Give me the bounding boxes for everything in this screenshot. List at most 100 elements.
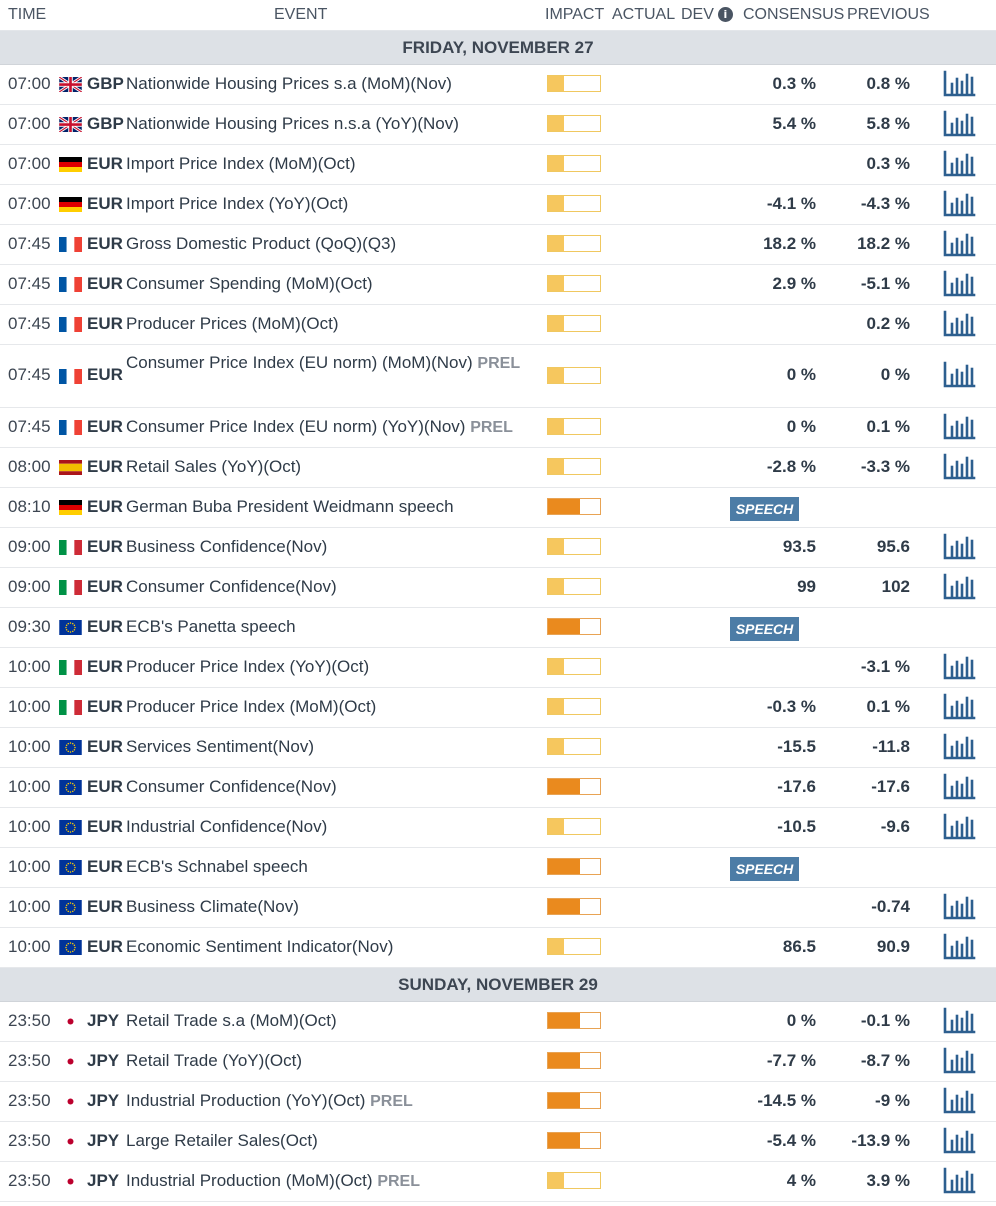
bar-chart-icon[interactable] <box>942 653 976 681</box>
event-row[interactable]: 07:45 EUR Gross Domestic Product (QoQ)(Q3)… <box>0 225 996 265</box>
bar-chart-icon[interactable] <box>942 573 976 601</box>
event-name[interactable]: Consumer Price Index (EU norm) (YoY)(Nov… <box>126 417 513 437</box>
bar-chart-icon[interactable] <box>942 110 976 138</box>
event-name[interactable]: ECB's Panetta speech <box>126 617 296 637</box>
event-name[interactable]: Nationwide Housing Prices s.a (MoM)(Nov) <box>126 74 452 94</box>
column-actual: ACTUAL <box>612 6 676 23</box>
eu-flag <box>59 620 82 635</box>
event-row[interactable]: 23:50 JPY Retail Trade s.a (MoM)(Oct) 0 % -0… <box>0 1002 996 1042</box>
event-name[interactable]: Producer Prices (MoM)(Oct) <box>126 314 339 334</box>
event-row[interactable]: 07:45 EUR Consumer Spending (MoM)(Oct) 2.9 … <box>0 265 996 305</box>
bar-chart-icon[interactable] <box>942 270 976 298</box>
bar-chart-icon[interactable] <box>942 70 976 98</box>
bar-chart-icon[interactable] <box>942 150 976 178</box>
event-name[interactable]: Consumer Confidence(Nov) <box>126 777 337 797</box>
event-row[interactable]: 23:50 JPY Large Retailer Sales(Oct) -5.4 % -… <box>0 1122 996 1162</box>
consensus-value: 0.3 % <box>772 74 816 93</box>
event-time: 09:30 <box>8 617 51 636</box>
event-name[interactable]: Large Retailer Sales(Oct) <box>126 1131 318 1151</box>
event-time: 07:00 <box>8 74 51 93</box>
bar-chart-icon[interactable] <box>942 933 976 961</box>
event-row[interactable]: 23:50 JPY Industrial Production (MoM)(Oct)… <box>0 1162 996 1202</box>
speech-badge[interactable]: SPEECH <box>730 617 799 641</box>
event-row[interactable]: 09:00 EUR Business Confidence(Nov) 93.5 95.6 <box>0 528 996 568</box>
event-row[interactable]: 10:00 EUR Producer Price Index (MoM)(Oct) -… <box>0 688 996 728</box>
bar-chart-icon[interactable] <box>942 893 976 921</box>
event-row[interactable]: 09:00 EUR Consumer Confidence(Nov) 99 102 <box>0 568 996 608</box>
event-row[interactable]: 09:30 EUR ECB's Panetta speech SPEECH <box>0 608 996 648</box>
event-row[interactable]: 10:00 EUR Business Climate(Nov) -0.74 <box>0 888 996 928</box>
event-name[interactable]: German Buba President Weidmann speech <box>126 497 454 517</box>
bar-chart-icon[interactable] <box>942 1127 976 1155</box>
event-row[interactable]: 23:50 JPY Retail Trade (YoY)(Oct) -7.7 % -8.… <box>0 1042 996 1082</box>
bar-chart-icon[interactable] <box>942 733 976 761</box>
event-row[interactable]: 07:00 EUR Import Price Index (YoY)(Oct) -4.… <box>0 185 996 225</box>
speech-badge[interactable]: SPEECH <box>730 497 799 521</box>
bar-chart-icon[interactable] <box>942 1087 976 1115</box>
event-name[interactable]: Business Confidence(Nov) <box>126 537 327 557</box>
impact-indicator <box>547 418 601 435</box>
previous-value: -0.1 % <box>860 1011 910 1030</box>
event-name[interactable]: Producer Price Index (YoY)(Oct) <box>126 657 369 677</box>
info-icon[interactable]: i <box>717 7 733 22</box>
bar-chart-icon[interactable] <box>942 230 976 258</box>
bar-chart-icon[interactable] <box>942 813 976 841</box>
event-name[interactable]: Economic Sentiment Indicator(Nov) <box>126 937 393 957</box>
bar-chart-icon[interactable] <box>942 773 976 801</box>
bar-chart-icon[interactable] <box>942 1007 976 1035</box>
event-name[interactable]: Retail Trade (YoY)(Oct) <box>126 1051 302 1071</box>
event-name[interactable]: Nationwide Housing Prices n.s.a (YoY)(No… <box>126 114 459 134</box>
event-row[interactable]: 08:00 EUR Retail Sales (YoY)(Oct) -2.8 % -3.… <box>0 448 996 488</box>
event-row[interactable]: 07:45 EUR Consumer Price Index (EU norm) (… <box>0 408 996 448</box>
previous-value: -9 % <box>875 1091 910 1110</box>
jp-flag <box>59 1134 82 1149</box>
bar-chart-icon[interactable] <box>942 310 976 338</box>
event-row[interactable]: 07:00 GBP Nationwide Housing Prices s.a (M… <box>0 65 996 105</box>
bar-chart-icon[interactable] <box>942 361 976 389</box>
bar-chart-icon[interactable] <box>942 453 976 481</box>
event-row[interactable]: 23:50 JPY Industrial Production (YoY)(Oct)… <box>0 1082 996 1122</box>
event-name[interactable]: Consumer Price Index (EU norm) (MoM)(Nov… <box>126 353 520 373</box>
bar-chart-icon[interactable] <box>942 190 976 218</box>
event-name[interactable]: Business Climate(Nov) <box>126 897 299 917</box>
previous-value: 90.9 <box>876 937 910 956</box>
event-row[interactable]: 08:10 EUR German Buba President Weidmann s… <box>0 488 996 528</box>
jp-flag <box>59 1054 82 1069</box>
event-name[interactable]: Import Price Index (MoM)(Oct) <box>126 154 356 174</box>
event-name[interactable]: Consumer Spending (MoM)(Oct) <box>126 274 373 294</box>
consensus-value: 0 % <box>786 417 816 436</box>
event-row[interactable]: 10:00 EUR Services Sentiment(Nov) -15.5 -11.… <box>0 728 996 768</box>
event-row[interactable]: 10:00 EUR Consumer Confidence(Nov) -17.6 -17… <box>0 768 996 808</box>
bar-chart-icon[interactable] <box>942 1047 976 1075</box>
bar-chart-icon[interactable] <box>942 533 976 561</box>
bar-chart-icon[interactable] <box>942 1167 976 1195</box>
event-row[interactable]: 10:00 EUR Producer Price Index (YoY)(Oct) -… <box>0 648 996 688</box>
event-row[interactable]: 07:00 EUR Import Price Index (MoM)(Oct) 0.3… <box>0 145 996 185</box>
event-row[interactable]: 07:00 GBP Nationwide Housing Prices n.s.a … <box>0 105 996 145</box>
event-name[interactable]: ECB's Schnabel speech <box>126 857 308 877</box>
event-currency: EUR <box>87 537 123 556</box>
event-row[interactable]: 10:00 EUR Economic Sentiment Indicator(Nov… <box>0 928 996 968</box>
event-time: 10:00 <box>8 777 51 796</box>
event-name[interactable]: Gross Domestic Product (QoQ)(Q3) <box>126 234 396 254</box>
event-row[interactable]: 10:00 EUR Industrial Confidence(Nov) -10.5 -… <box>0 808 996 848</box>
speech-badge[interactable]: SPEECH <box>730 857 799 881</box>
event-row[interactable]: 10:00 EUR ECB's Schnabel speech SPEECH <box>0 848 996 888</box>
event-row[interactable]: 07:45 EUR Consumer Price Index (EU norm) (… <box>0 345 996 408</box>
event-name[interactable]: Producer Price Index (MoM)(Oct) <box>126 697 376 717</box>
event-name[interactable]: Import Price Index (YoY)(Oct) <box>126 194 348 214</box>
bar-chart-icon[interactable] <box>942 413 976 441</box>
event-name[interactable]: Services Sentiment(Nov) <box>126 737 314 757</box>
bar-chart-icon[interactable] <box>942 693 976 721</box>
consensus-value: -0.3 % <box>766 697 816 716</box>
impact-indicator <box>547 898 601 915</box>
event-row[interactable]: 07:45 EUR Producer Prices (MoM)(Oct) 0.2 % <box>0 305 996 345</box>
event-time: 07:45 <box>8 274 51 293</box>
event-name[interactable]: Industrial Production (YoY)(Oct) PREL <box>126 1091 413 1111</box>
event-name[interactable]: Industrial Production (MoM)(Oct) PREL <box>126 1171 420 1191</box>
event-name[interactable]: Retail Sales (YoY)(Oct) <box>126 457 301 477</box>
event-name[interactable]: Industrial Confidence(Nov) <box>126 817 327 837</box>
de-flag <box>59 197 82 212</box>
event-name[interactable]: Retail Trade s.a (MoM)(Oct) <box>126 1011 337 1031</box>
event-name[interactable]: Consumer Confidence(Nov) <box>126 577 337 597</box>
